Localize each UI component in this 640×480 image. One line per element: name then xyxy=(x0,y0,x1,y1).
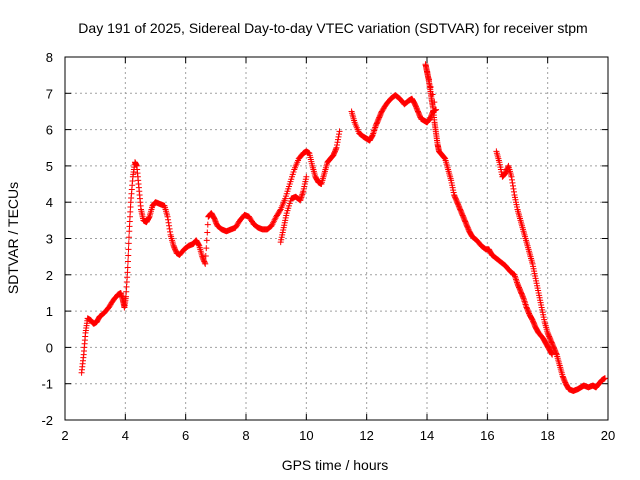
data-point xyxy=(372,124,379,131)
x-tick-label: 20 xyxy=(601,428,615,443)
data-point xyxy=(509,179,516,186)
data-point xyxy=(195,241,202,248)
data-point xyxy=(126,234,133,241)
y-tick-label: 5 xyxy=(46,159,53,174)
data-point xyxy=(125,240,132,247)
data-point xyxy=(509,182,516,189)
data-point xyxy=(303,173,310,180)
x-tick-label: 4 xyxy=(122,428,129,443)
y-tick-label: -1 xyxy=(41,377,53,392)
data-point xyxy=(164,213,171,220)
data-point xyxy=(520,294,527,301)
x-tick-label: 10 xyxy=(299,428,313,443)
data-point xyxy=(521,296,528,303)
data-point xyxy=(299,189,306,196)
data-point xyxy=(521,298,528,305)
x-tick-label: 2 xyxy=(61,428,68,443)
data-point xyxy=(510,185,517,192)
data-point xyxy=(336,128,343,135)
data-point xyxy=(512,276,519,283)
data-point xyxy=(508,176,515,183)
data-point xyxy=(165,219,172,226)
data-point xyxy=(334,139,341,146)
data-point xyxy=(441,154,448,161)
y-tick-label: 7 xyxy=(46,86,53,101)
data-point xyxy=(522,299,529,306)
data-point xyxy=(201,259,208,266)
data-point xyxy=(336,131,343,138)
data-point xyxy=(333,144,340,151)
data-point xyxy=(124,258,131,265)
data-point xyxy=(332,145,339,152)
y-tick-label: 2 xyxy=(46,268,53,283)
x-tick-label: 12 xyxy=(359,428,373,443)
y-tick-label: 0 xyxy=(46,340,53,355)
data-point xyxy=(508,173,515,180)
x-tick-label: 14 xyxy=(420,428,434,443)
data-point xyxy=(202,260,209,267)
data-point xyxy=(371,125,378,132)
data-point xyxy=(167,228,174,235)
x-tick-label: 18 xyxy=(540,428,554,443)
data-point xyxy=(522,301,529,308)
data-point xyxy=(513,277,520,284)
data-point xyxy=(203,237,210,244)
data-point xyxy=(202,253,209,260)
data-point xyxy=(299,191,306,198)
y-tick-label: 8 xyxy=(46,50,53,65)
y-tick-labels: -2 -1 0 1 2 3 4 5 6 7 8 xyxy=(41,50,53,428)
y-axis-label: SDTVAR / TECUs xyxy=(5,182,21,294)
data-point xyxy=(335,136,342,143)
data-point xyxy=(510,188,517,195)
x-axis-label: GPS time / hours xyxy=(282,457,389,473)
x-tick-labels: 2 4 6 8 10 12 14 16 18 20 xyxy=(61,428,615,443)
y-tick-label: 3 xyxy=(46,232,53,247)
data-point xyxy=(553,350,560,357)
data-point xyxy=(145,214,152,221)
data-point xyxy=(334,142,341,149)
data-point xyxy=(523,302,530,309)
chart-title: Day 191 of 2025, Sidereal Day-to-day VTE… xyxy=(78,20,587,36)
y-tick-label: 4 xyxy=(46,195,53,210)
data-points xyxy=(78,61,608,394)
data-point xyxy=(601,375,608,382)
data-point xyxy=(513,279,520,286)
y-tick-label: 6 xyxy=(46,123,53,138)
data-point xyxy=(276,207,283,214)
x-tick-label: 8 xyxy=(242,428,249,443)
y-tick-label: -2 xyxy=(41,413,53,428)
data-point xyxy=(166,222,173,229)
data-point xyxy=(371,127,378,134)
data-point xyxy=(204,229,211,236)
data-point xyxy=(203,245,210,252)
gridlines xyxy=(65,57,608,420)
plot-frame xyxy=(64,56,609,421)
y-tick-label: 1 xyxy=(46,304,53,319)
data-point xyxy=(124,264,131,271)
data-point xyxy=(165,216,172,223)
data-point xyxy=(166,225,173,232)
data-point xyxy=(335,133,342,140)
data-point xyxy=(433,106,440,113)
data-point xyxy=(125,246,132,253)
data-point xyxy=(125,252,132,259)
x-tick-label: 6 xyxy=(182,428,189,443)
data-point xyxy=(204,221,211,228)
x-tick-label: 16 xyxy=(480,428,494,443)
